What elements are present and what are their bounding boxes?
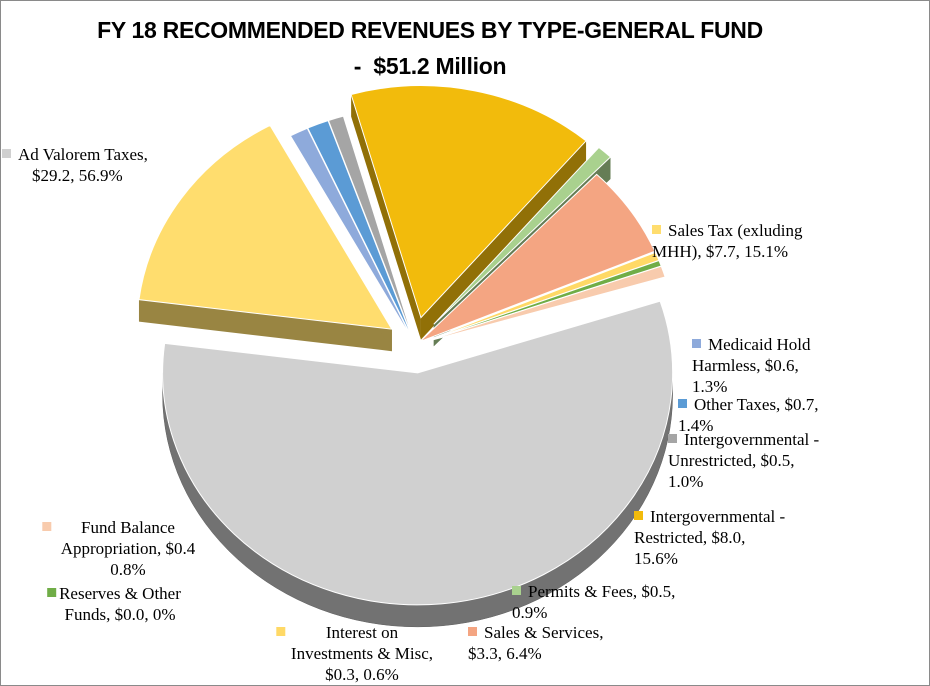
slice-label-6-line-0: Permits & Fees, $0.5, xyxy=(528,582,675,601)
slice-label-0-line-0: Ad Valorem Taxes, xyxy=(18,145,148,164)
label-marker-0 xyxy=(2,149,11,158)
slice-sales-tax-exluding-mhh- xyxy=(138,124,393,330)
slice-label-5-line-1: Restricted, $8.0, xyxy=(634,528,745,547)
slice-ad-valorem-taxes xyxy=(162,300,674,606)
slice-label-2-line-1: Harmless, $0.6, xyxy=(692,356,799,375)
label-marker-5 xyxy=(634,511,643,520)
slice-label-2-line-2: 1.3% xyxy=(692,377,727,396)
slice-label-0-line-1: $29.2, 56.9% xyxy=(32,166,123,185)
slice-label-4-line-2: 1.0% xyxy=(668,472,703,491)
chart-subtitle: - $51.2 Million xyxy=(353,53,507,79)
slice-intergovernmental-restricted xyxy=(350,85,587,319)
label-marker-7 xyxy=(468,627,477,636)
label-marker-9 xyxy=(47,588,57,597)
slice-label-10-line-2: 0.8% xyxy=(110,560,145,579)
slice-face-1-0 xyxy=(138,299,392,352)
label-marker-2 xyxy=(692,339,701,348)
slice-label-3-line-0: Other Taxes, $0.7, xyxy=(694,395,819,414)
chart-title-line1: FY 18 RECOMMENDED REVENUES BY TYPE-GENER… xyxy=(97,17,763,43)
slice-label-2-line-0: Medicaid Hold xyxy=(708,335,811,354)
label-marker-3 xyxy=(678,399,687,408)
slice-label-9-line-0: Reserves & Other xyxy=(59,584,181,603)
slice-label-1-line-1: MHH), $7.7, 15.1% xyxy=(652,242,788,261)
slice-label-7-line-0: Sales & Services, xyxy=(484,623,603,642)
label-marker-10 xyxy=(42,522,52,531)
label-marker-1 xyxy=(652,225,661,234)
slice-face-5-1 xyxy=(420,140,587,340)
label-marker-6 xyxy=(512,586,521,595)
slice-permits-fees xyxy=(433,146,612,325)
slice-intergovernmental-unrestricted xyxy=(327,115,414,340)
slice-label-3-line-1: 1.4% xyxy=(678,416,713,435)
slice-label-8-line-0: Interest on xyxy=(326,623,399,642)
pie-labels: Ad Valorem Taxes, $29.2, 56.9% Sales Tax (… xyxy=(2,145,820,684)
pie-slices xyxy=(138,85,674,606)
slice-face-5-0 xyxy=(351,94,421,340)
slice-label-10-line-0: Fund Balance xyxy=(81,518,175,537)
slice-label-9-line-1: Funds, $0.0, 0% xyxy=(65,605,176,624)
slice-label-5-line-0: Intergovernmental - xyxy=(650,507,786,526)
slice-label-1-line-0: Sales Tax (exluding xyxy=(668,221,803,240)
slice-label-10-line-1: Appropriation, $0.4 xyxy=(61,539,196,558)
slice-label-6-line-1: 0.9% xyxy=(512,603,547,622)
slice-label-5-line-2: 15.6% xyxy=(634,549,678,568)
slice-label-4-line-0: Intergovernmental - xyxy=(684,430,820,449)
slice-label-7-line-1: $3.3, 6.4% xyxy=(468,644,542,663)
slice-label-4-line-1: Unrestricted, $0.5, xyxy=(668,451,795,470)
slice-sales-services xyxy=(419,173,656,343)
chart-title: FY 18 RECOMMENDED REVENUES BY TYPE-GENER… xyxy=(0,12,860,84)
slice-label-8-line-1: Investments & Misc, xyxy=(291,644,433,663)
slice-label-8-line-2: $0.3, 0.6% xyxy=(325,665,399,684)
label-marker-4 xyxy=(668,434,677,443)
label-marker-8 xyxy=(276,627,286,636)
slice-fund-balance-appropriation xyxy=(420,265,666,344)
